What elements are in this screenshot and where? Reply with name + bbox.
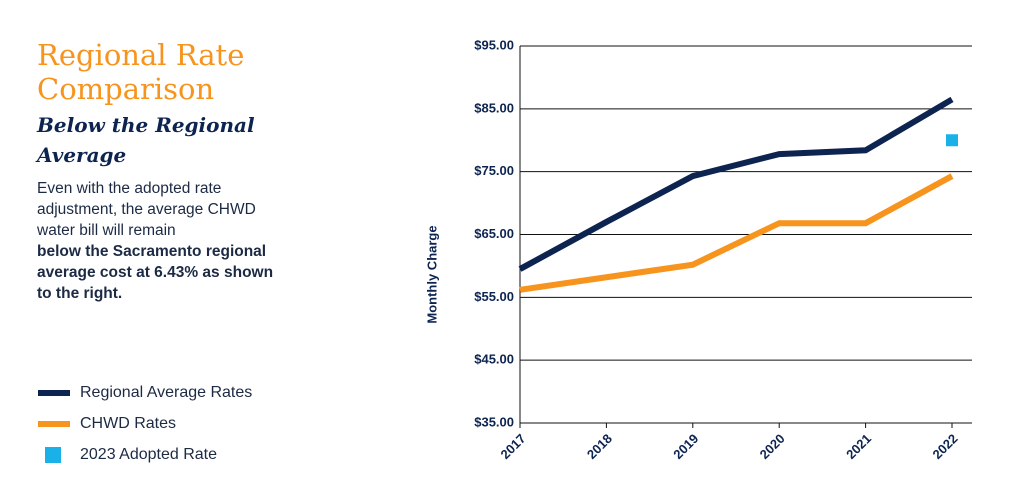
legend-label: Regional Average Rates — [80, 384, 252, 401]
body-bold: below the Sacramento regional average co… — [37, 243, 274, 302]
x-tick-label: 2022 — [929, 431, 960, 462]
body-text: Even with the adopted rate adjustment, t… — [37, 180, 256, 239]
y-tick-label: $95.00 — [474, 37, 514, 52]
y-axis-label: Monthly Charge — [424, 225, 439, 323]
text-panel: Regional Rate Comparison Below the Regio… — [37, 38, 277, 304]
x-tick-label: 2018 — [584, 431, 615, 462]
y-tick-label: $85.00 — [474, 100, 514, 115]
legend-label: 2023 Adopted Rate — [80, 446, 217, 463]
legend-label: CHWD Rates — [80, 415, 176, 432]
y-tick-label: $65.00 — [474, 226, 514, 241]
subtitle: Below the Regional Average — [37, 113, 255, 167]
y-tick-label: $75.00 — [474, 163, 514, 178]
x-tick-label: 2019 — [670, 431, 701, 462]
body: Even with the adopted rate adjustment, t… — [37, 178, 277, 304]
x-tick-label: 2020 — [757, 431, 788, 462]
y-tick-label: $35.00 — [474, 414, 514, 429]
marker — [946, 134, 958, 147]
x-tick-label: 2017 — [497, 431, 528, 462]
title: Regional Rate Comparison — [37, 38, 245, 106]
x-tick-label: 2021 — [843, 431, 874, 462]
y-tick-label: $45.00 — [474, 352, 514, 367]
y-tick-label: $55.00 — [474, 289, 514, 304]
line — [518, 96, 954, 272]
legend-swatch — [45, 447, 61, 463]
line — [519, 173, 954, 293]
